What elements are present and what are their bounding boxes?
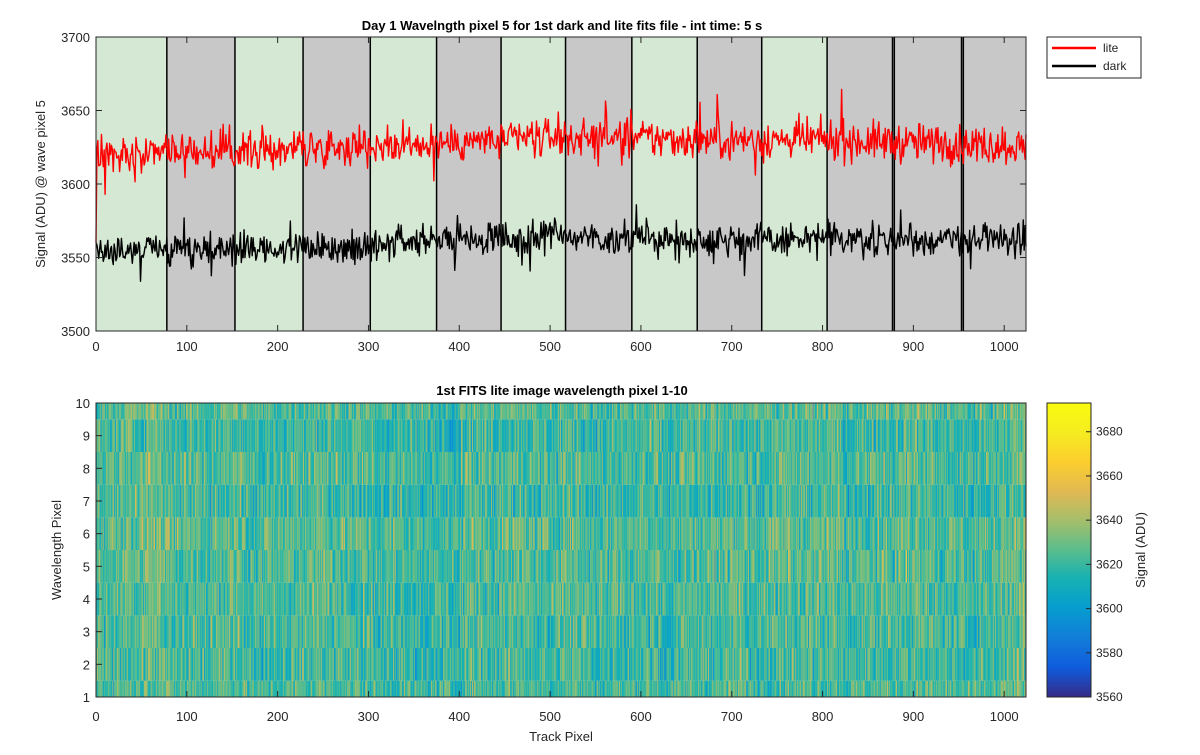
x-tick-label: 200 [267,339,289,354]
y-tick-label: 3550 [61,251,90,266]
background-band [632,37,697,331]
background-band [894,37,961,331]
legend-lite-label: lite [1103,41,1119,55]
x-tick-label: 0 [92,339,99,354]
heatmap-row [96,550,1026,583]
y-tick-label: 3500 [61,324,90,339]
heatmap-row [96,648,1026,681]
background-band [370,37,436,331]
x-tick-label: 400 [448,339,470,354]
y-tick-label: 3700 [61,30,90,45]
heatmap-row [96,583,1026,616]
background-band [827,37,892,331]
heatmap-cells [96,403,1026,697]
x-tick-label: 900 [903,339,925,354]
legend-box [1047,37,1141,78]
background-band [235,37,303,331]
background-band [566,37,632,331]
heatmap-row [96,615,1026,648]
x-tick-label: 700 [721,339,743,354]
heatmap-title: 1st FITS lite image wavelength pixel 1-1… [436,383,687,398]
x-tick-label: 1000 [990,339,1019,354]
line-chart-title: Day 1 Wavelngth pixel 5 for 1st dark and… [362,18,762,33]
background-band [96,37,167,331]
x-tick-label: 500 [539,339,561,354]
legend-dark-label: dark [1103,59,1127,73]
background-bands [96,37,1026,331]
x-tick-label: 300 [358,339,380,354]
legend: lite dark [1047,37,1141,78]
x-tick-label: 800 [812,339,834,354]
y-tick-label: 3650 [61,104,90,119]
heatmap-chart: 1st FITS lite image wavelength pixel 1-1… [49,383,1148,744]
line-chart-y-axis-title: Signal (ADU) @ wave pixel 5 [33,100,48,268]
line-chart: Day 1 Wavelngth pixel 5 for 1st dark and… [33,18,1141,354]
y-tick-label: 3600 [61,177,90,192]
background-band [501,37,565,331]
background-band [762,37,827,331]
background-band [303,37,370,331]
background-band [963,37,1026,331]
heatmap-row [96,681,1026,697]
x-tick-label: 100 [176,339,198,354]
background-band [697,37,761,331]
background-band [437,37,501,331]
background-band [167,37,235,331]
x-tick-label: 600 [630,339,652,354]
